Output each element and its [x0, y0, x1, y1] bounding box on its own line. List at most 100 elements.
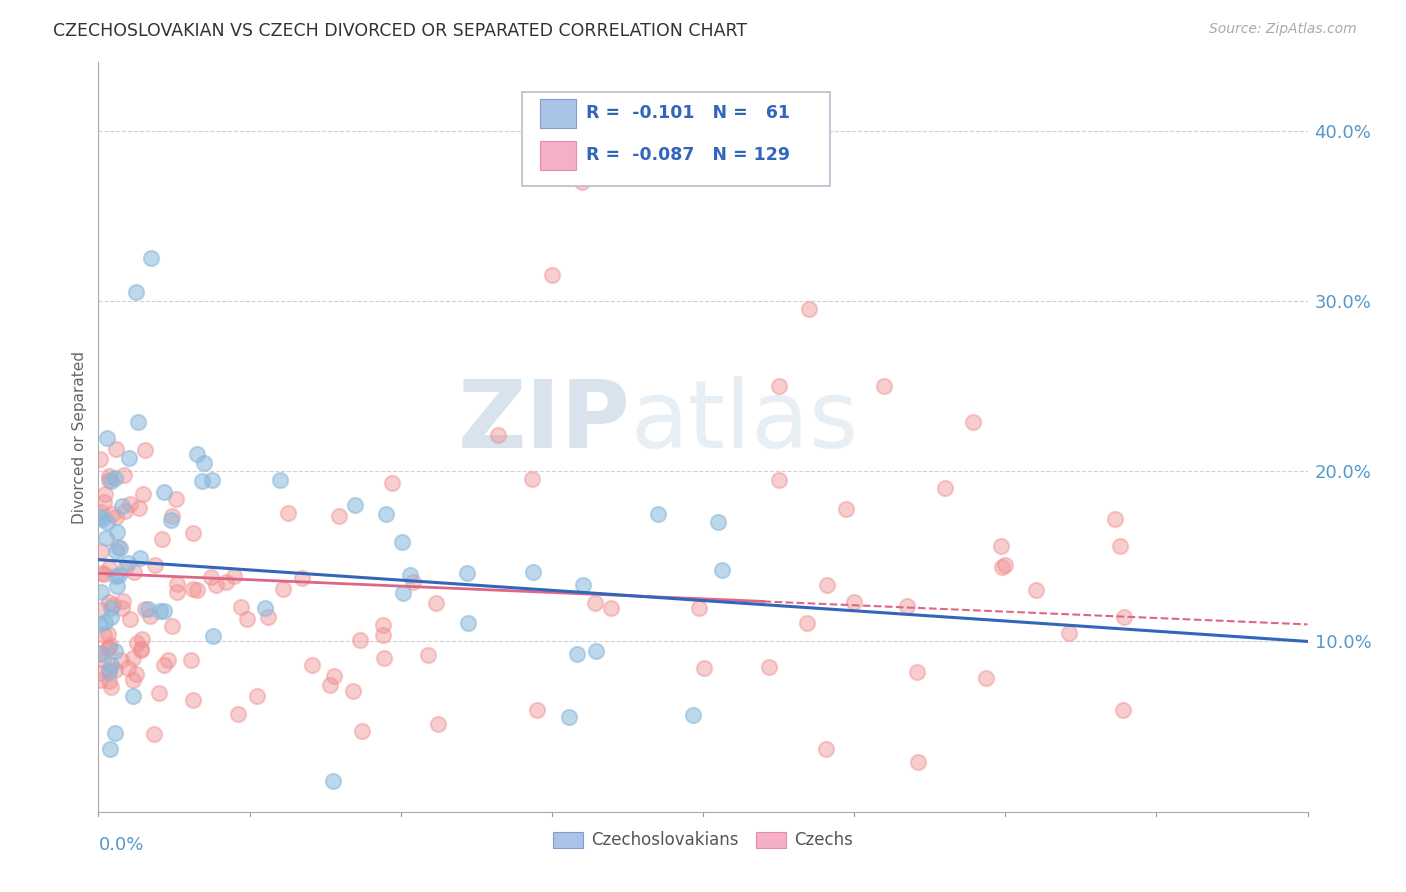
Point	[160, 619, 183, 633]
Point	[112, 594, 135, 608]
Point	[100, 610, 122, 624]
Point	[93, 567, 115, 582]
Point	[974, 671, 997, 685]
Point	[815, 741, 838, 756]
Point	[110, 653, 132, 667]
Point	[93, 487, 115, 501]
Point	[104, 644, 127, 658]
Point	[768, 379, 790, 393]
Point	[112, 468, 135, 483]
Point	[105, 544, 128, 558]
Point	[257, 610, 280, 624]
Point	[90, 603, 112, 617]
Point	[148, 685, 170, 699]
Point	[290, 571, 312, 585]
Point	[98, 674, 121, 689]
FancyBboxPatch shape	[522, 93, 830, 186]
Text: 0.0%: 0.0%	[98, 836, 143, 854]
Point	[134, 443, 156, 458]
Point	[585, 644, 607, 658]
Point	[558, 710, 581, 724]
Point	[271, 582, 294, 596]
Point	[426, 717, 449, 731]
Point	[93, 628, 115, 642]
Text: Source: ZipAtlas.com: Source: ZipAtlas.com	[1209, 22, 1357, 37]
Point	[371, 628, 394, 642]
Point	[381, 475, 404, 490]
Point	[342, 684, 364, 698]
Point	[401, 575, 423, 590]
Point	[131, 641, 153, 656]
Point	[90, 584, 112, 599]
Point	[98, 638, 121, 652]
Point	[301, 658, 323, 673]
Point	[100, 658, 122, 673]
Point	[540, 268, 562, 283]
Point	[160, 508, 183, 523]
Point	[373, 618, 395, 632]
Point	[89, 666, 111, 681]
Point	[141, 252, 163, 266]
Point	[565, 647, 588, 661]
Point	[127, 415, 149, 429]
Point	[768, 473, 790, 487]
Point	[122, 650, 145, 665]
Point	[374, 507, 396, 521]
Point	[600, 601, 623, 615]
Point	[105, 524, 128, 539]
Bar	[540, 141, 576, 169]
Point	[90, 505, 112, 519]
Point	[796, 616, 818, 631]
Point	[693, 661, 716, 675]
Point	[97, 473, 120, 487]
Point	[322, 774, 344, 789]
Point	[103, 663, 125, 677]
Point	[101, 508, 124, 522]
Point	[797, 302, 820, 317]
Point	[224, 569, 246, 583]
Point	[994, 558, 1017, 572]
Point	[100, 680, 122, 694]
Point	[97, 663, 120, 677]
Point	[246, 690, 269, 704]
Point	[907, 755, 929, 769]
Point	[117, 450, 139, 465]
Point	[1024, 583, 1046, 598]
Point	[105, 579, 128, 593]
Point	[202, 629, 225, 643]
Point	[136, 601, 159, 615]
Point	[711, 563, 734, 577]
Point	[89, 647, 111, 661]
Point	[134, 602, 156, 616]
Y-axis label: Divorced or Separated: Divorced or Separated	[72, 351, 87, 524]
Point	[110, 499, 132, 513]
Point	[89, 647, 111, 661]
Point	[152, 484, 174, 499]
Legend: Czechoslovakians, Czechs: Czechoslovakians, Czechs	[547, 824, 859, 855]
Point	[205, 578, 228, 592]
Point	[100, 601, 122, 615]
Point	[236, 612, 259, 626]
Point	[96, 431, 118, 445]
Point	[526, 702, 548, 716]
Point	[873, 379, 896, 393]
Point	[118, 498, 141, 512]
Point	[91, 653, 114, 667]
Point	[89, 509, 111, 524]
Point	[758, 660, 780, 674]
Point	[254, 601, 277, 615]
Point	[344, 498, 367, 512]
Point	[456, 566, 478, 580]
Point	[1108, 539, 1130, 553]
Point	[1104, 512, 1126, 526]
Point	[90, 543, 112, 558]
Point	[104, 471, 127, 485]
Point	[104, 568, 127, 582]
Point	[215, 575, 238, 590]
Point	[166, 577, 188, 591]
Point	[100, 474, 122, 488]
Point	[89, 673, 111, 687]
Point	[153, 657, 176, 672]
Point	[143, 727, 166, 741]
Point	[165, 492, 187, 507]
